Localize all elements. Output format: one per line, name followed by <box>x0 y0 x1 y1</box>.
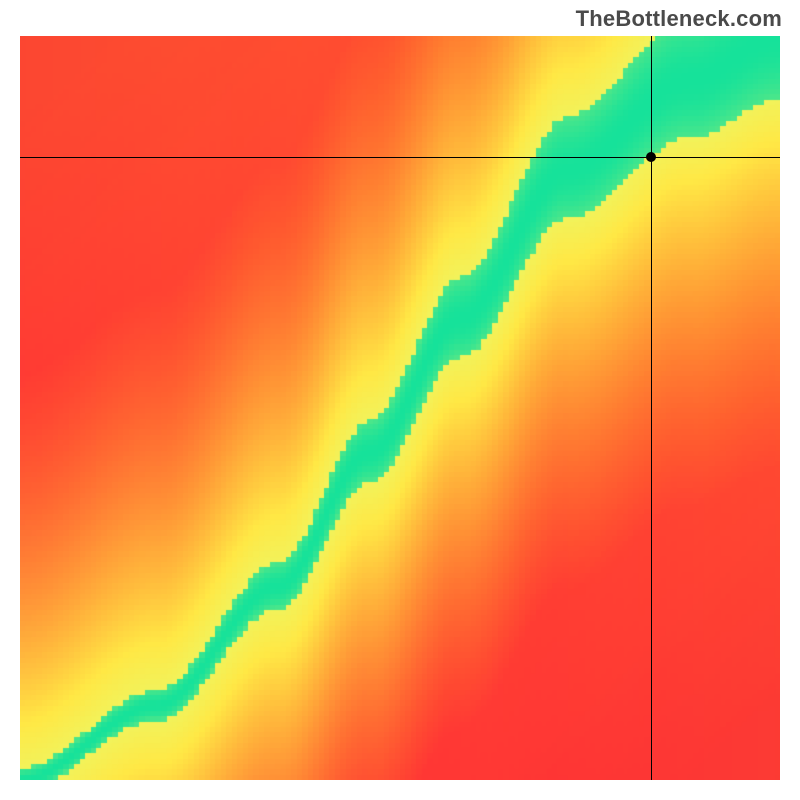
watermark-text: TheBottleneck.com <box>576 6 782 32</box>
heatmap-plot <box>20 36 780 780</box>
root: TheBottleneck.com <box>0 0 800 800</box>
heatmap-canvas <box>20 36 780 780</box>
